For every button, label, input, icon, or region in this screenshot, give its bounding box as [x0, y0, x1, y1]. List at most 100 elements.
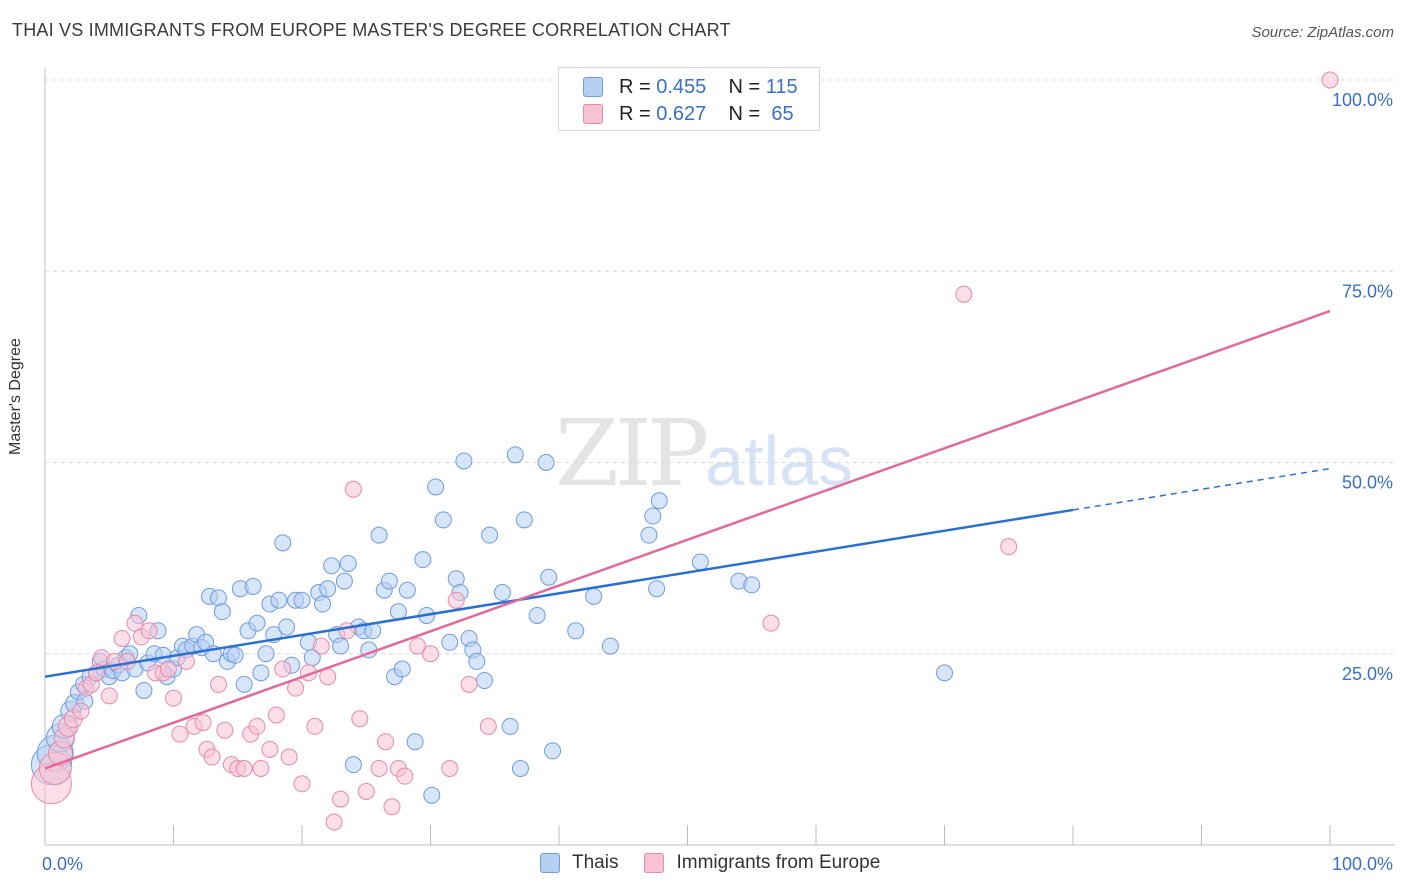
y-tick-label: 25.0% [1342, 664, 1393, 684]
legend-n-value: 65 [771, 102, 794, 125]
thais-point [511, 760, 529, 777]
europe-point [216, 721, 234, 739]
watermark: ZIPatlas [555, 400, 853, 507]
europe-point [332, 790, 350, 808]
y-tick-label: 75.0% [1342, 281, 1393, 301]
europe-point [338, 622, 356, 640]
thais-trend-extension [1072, 467, 1331, 511]
thais-point [252, 664, 270, 682]
europe-point [274, 660, 292, 678]
europe-point [126, 614, 144, 632]
europe-point [171, 725, 189, 743]
thais-point [544, 742, 562, 760]
thais-point [213, 603, 231, 621]
source-credit: Source: ZipAtlas.com [1251, 24, 1394, 41]
y-tick-label: 50.0% [1342, 473, 1393, 493]
legend-r-label: R = [619, 75, 651, 98]
legend-item-europe[interactable]: Immigrants from Europe [644, 852, 880, 874]
watermark-atlas: atlas [705, 422, 854, 500]
thais-point [406, 733, 424, 751]
thais-point [293, 591, 311, 609]
europe-point [409, 637, 427, 655]
y-axis-label: Master's Degree [7, 338, 24, 455]
legend-label-thais: Thais [572, 852, 619, 873]
y-tick-label: 100.0% [1332, 90, 1393, 110]
thais-point [332, 637, 350, 655]
thais-point [506, 446, 524, 464]
europe-point [165, 689, 182, 707]
legend-n-value: 115 [765, 75, 798, 98]
europe-point [370, 760, 388, 777]
chart-title: THAI VS IMMIGRANTS FROM EUROPE MASTER'S … [12, 20, 731, 40]
thais-point [644, 507, 662, 525]
thais-point [344, 756, 362, 774]
thais-point [455, 452, 473, 470]
correlation-legend: R = 0.455 N = 115 R = 0.627 N = 65 [558, 67, 820, 131]
europe-point [344, 480, 362, 498]
thais-point [339, 554, 357, 572]
thais-point [936, 664, 953, 682]
thais-trend-line [44, 508, 1074, 678]
thais-point [414, 551, 432, 569]
legend-r-value: 0.627 [656, 102, 707, 125]
thais-point [319, 580, 337, 598]
europe-point [383, 798, 401, 816]
thais-point [650, 492, 668, 510]
series-legend: Thais Immigrants from Europe [540, 852, 906, 874]
thais-point [235, 675, 253, 693]
europe-point [479, 717, 497, 735]
europe-point [396, 767, 414, 785]
thais-point [434, 511, 452, 529]
x-tick-label: 0.0% [42, 854, 83, 874]
europe-point [261, 740, 279, 758]
legend-label-europe: Immigrants from Europe [676, 852, 881, 873]
europe-point [267, 706, 285, 724]
europe-point [762, 614, 780, 632]
europe-point [306, 717, 324, 735]
europe-point [441, 760, 459, 777]
europe-point [113, 629, 131, 647]
thais-point [585, 587, 603, 605]
thais-point [135, 681, 153, 699]
thais-point [335, 572, 353, 590]
thais-point [691, 553, 709, 571]
europe-point [248, 717, 266, 735]
europe-point [1000, 538, 1018, 556]
europe-point [209, 675, 227, 693]
europe-point [140, 622, 158, 640]
thais-point [515, 511, 533, 529]
x-tick-label: 100.0% [1332, 854, 1393, 874]
thais-point [648, 580, 666, 598]
watermark-zip: ZIP [555, 400, 709, 507]
thais-point [393, 660, 411, 678]
europe-point [194, 714, 212, 732]
thais-point [640, 526, 658, 544]
thais-point [468, 652, 486, 670]
europe-point [357, 782, 375, 800]
thais-point [423, 786, 441, 804]
europe-point [460, 675, 478, 693]
thais-point [601, 637, 619, 655]
europe-point [159, 660, 177, 678]
thais-point [481, 526, 499, 544]
europe-point [100, 687, 118, 705]
legend-row-thais: R = 0.455 N = 115 [583, 75, 798, 99]
thais-point [226, 646, 244, 664]
legend-r-label: R = [619, 102, 651, 125]
thais-point [370, 526, 388, 544]
europe-point [351, 710, 369, 728]
thais-point [528, 607, 546, 624]
legend-item-thais[interactable]: Thais [540, 852, 618, 874]
legend-n-label: N = [728, 75, 761, 98]
thais-point [743, 576, 761, 594]
thais-point [270, 591, 288, 609]
europe-point [325, 813, 343, 831]
europe-point [377, 733, 395, 751]
europe-point [252, 760, 270, 777]
thais-point [323, 557, 341, 575]
europe-point [293, 775, 311, 793]
thais-point [537, 454, 555, 471]
thais-point [380, 572, 398, 590]
thais-point [567, 622, 585, 640]
